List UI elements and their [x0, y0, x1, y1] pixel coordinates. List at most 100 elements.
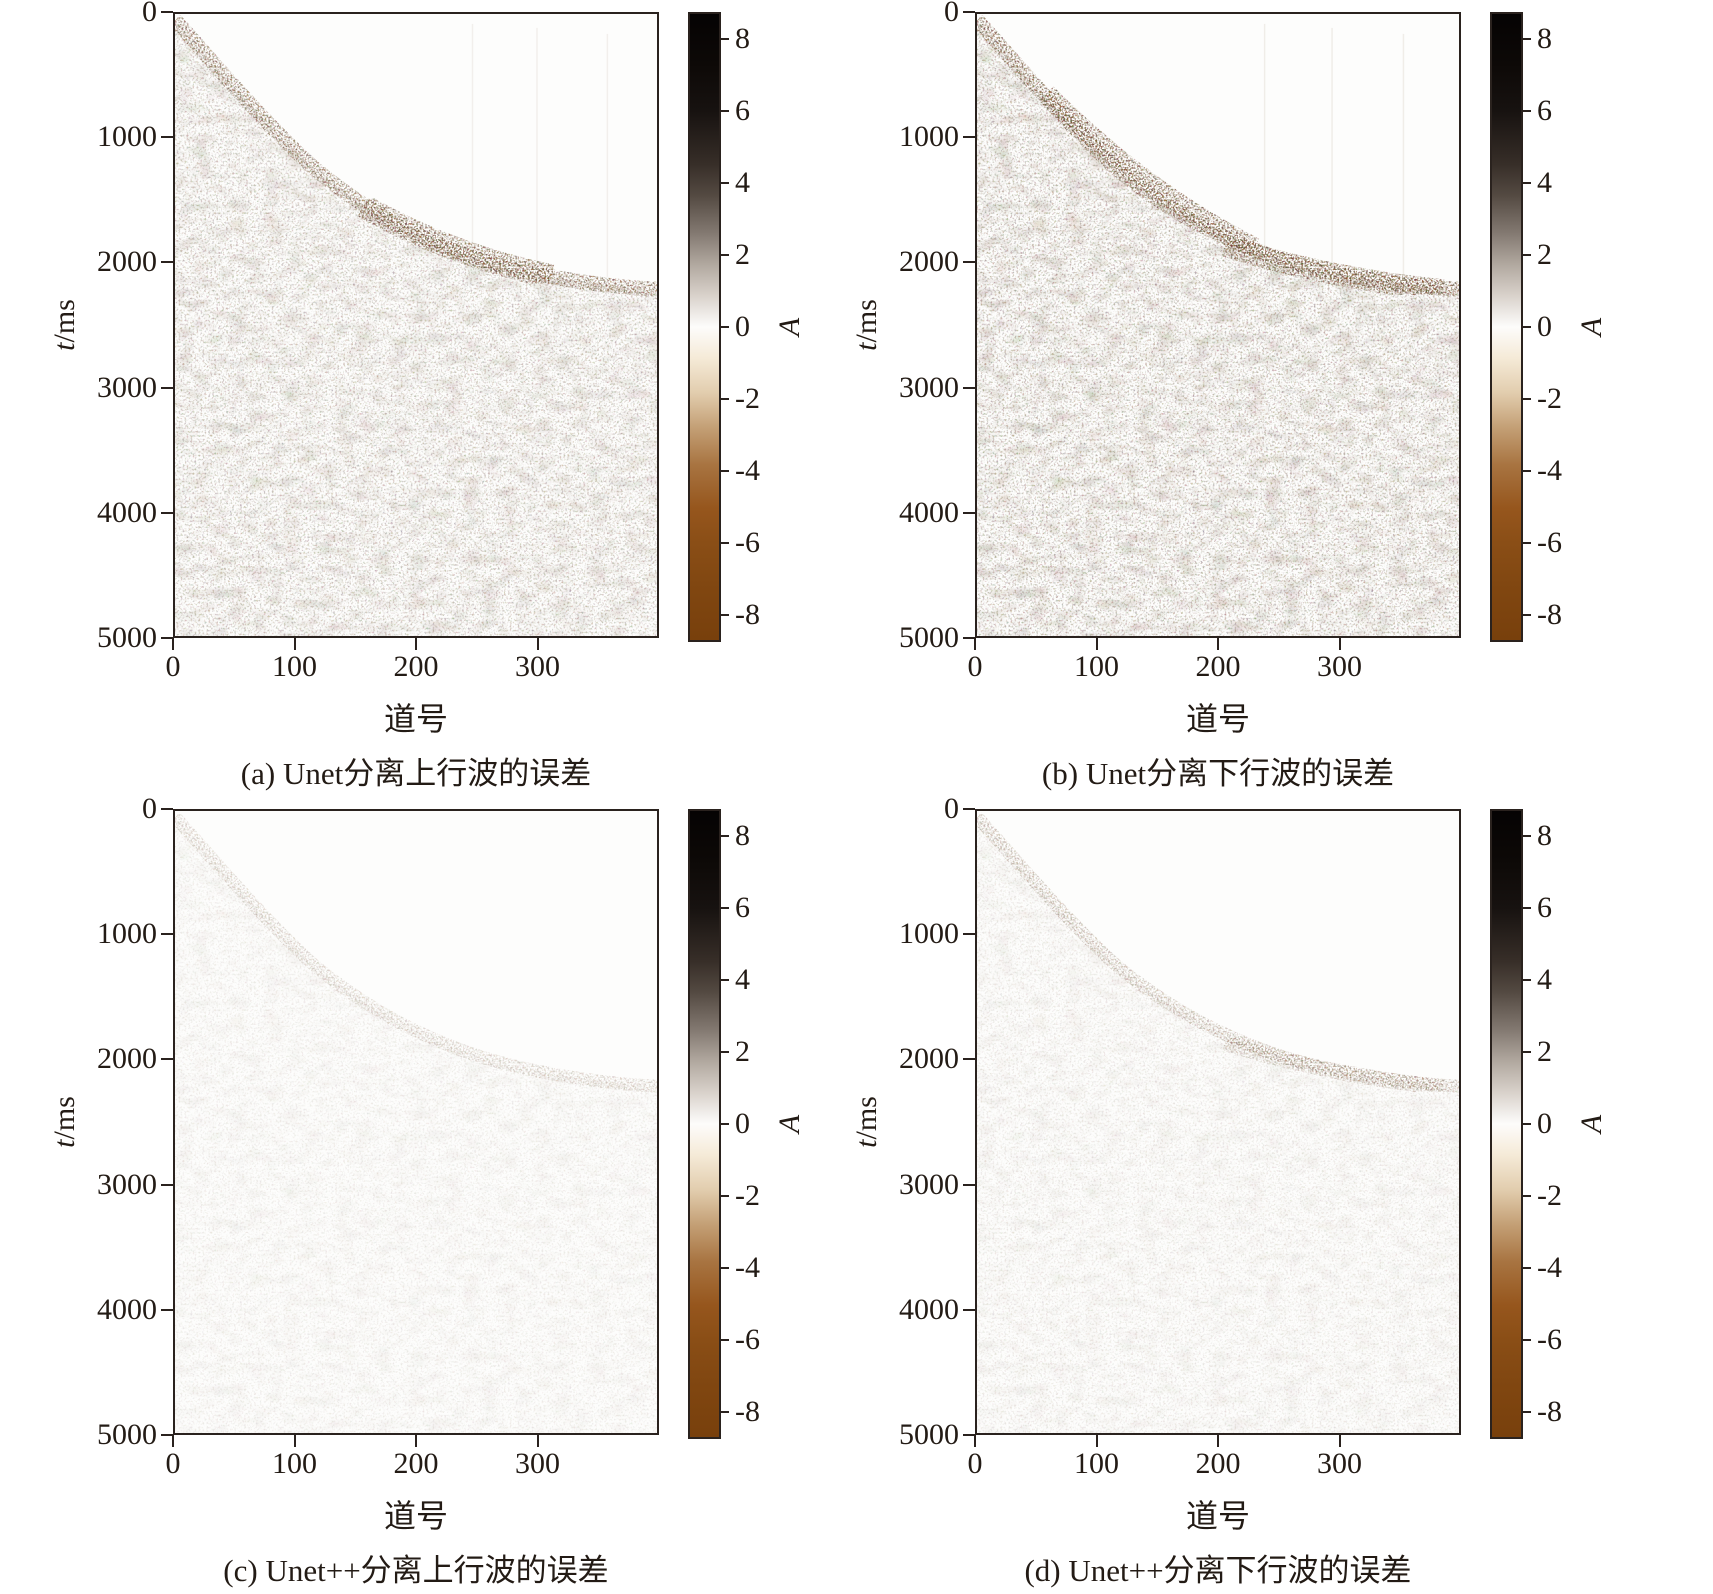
colorbar-tick-label: 2	[1537, 238, 1552, 271]
colorbar-tick-mark	[1521, 326, 1531, 328]
y-tick-label: 1000	[899, 917, 959, 951]
colorbar-tick-mark	[719, 1266, 729, 1269]
colorbar-tick-label: 2	[735, 1035, 750, 1068]
plot-area-d	[975, 809, 1461, 1435]
y-axis-label-unit: /ms	[48, 299, 81, 343]
caption-b: (b) Unet分离下行波的误差	[1041, 756, 1395, 791]
x-tick-label: 100	[272, 1447, 317, 1480]
y-tick-label: 2000	[97, 245, 157, 279]
colorbar-tick-label: 6	[1537, 94, 1552, 128]
y-axis-label-variable: t	[850, 1139, 883, 1148]
colorbar-tick-label: 6	[735, 94, 750, 128]
y-tick-mark	[161, 1308, 173, 1311]
colorbar-tick-label: -6	[735, 1322, 760, 1356]
x-tick-label: 300	[1317, 650, 1362, 683]
colorbar-tick-mark	[719, 835, 729, 838]
x-tick-label: 0	[967, 650, 983, 683]
colorbar-tick-mark	[1521, 397, 1531, 400]
x-axis-label: 道号	[1185, 701, 1251, 737]
x-tick-label: 300	[1317, 1447, 1362, 1480]
y-axis-label-variable: t	[48, 342, 81, 351]
y-tick-mark	[161, 1058, 173, 1061]
x-tick-label: 300	[515, 1447, 560, 1480]
y-axis-label: t/ms	[48, 1082, 82, 1162]
y-tick-label: 2000	[899, 245, 959, 279]
seismic-error-image-d	[977, 811, 1459, 1433]
x-axis-label: 道号	[1185, 1498, 1251, 1534]
y-tick-label: 4000	[97, 1292, 157, 1326]
y-tick-label: 0	[944, 0, 959, 28]
y-tick-label: 3000	[899, 370, 959, 404]
colorbar-tick-label: 6	[735, 891, 750, 925]
colorbar-tick-mark	[719, 1410, 729, 1413]
x-tick-label: 200	[393, 650, 439, 683]
panel-a: t/ms 0 1000 2000 3000 4000 5000	[48, 0, 806, 791]
colorbar-tick-mark	[719, 1123, 729, 1125]
colorbar-tick-label: -6	[1537, 525, 1562, 559]
colorbar-tick-label: 4	[1537, 963, 1552, 997]
colorbar-tick-mark	[719, 254, 729, 256]
colorbar-tick-label: 6	[1537, 891, 1552, 925]
y-tick-label: 0	[142, 0, 157, 28]
colorbar-tick-mark	[719, 110, 729, 113]
y-tick-mark	[161, 261, 173, 264]
y-tick-mark	[161, 136, 173, 139]
colorbar-tick-label: 8	[735, 22, 750, 56]
x-tick-mark	[415, 638, 417, 650]
x-tick-mark	[536, 638, 539, 650]
y-tick-label: 4000	[97, 495, 157, 529]
x-tick-mark	[1217, 638, 1219, 650]
y-axis-label-variable: t	[48, 1139, 81, 1148]
x-tick-mark	[974, 1435, 976, 1447]
colorbar-tick-label: -4	[735, 453, 760, 487]
colorbar-tick-mark	[719, 1051, 729, 1053]
y-tick-mark	[963, 1183, 975, 1186]
colorbar-tick-mark	[719, 541, 729, 544]
x-tick-label: 0	[165, 650, 181, 683]
plot-area-c	[173, 809, 659, 1435]
x-tick-label: 100	[272, 650, 317, 683]
panel-d: t/ms 0 1000 2000 3000 4000 5000	[850, 794, 1608, 1589]
y-tick-mark	[963, 136, 975, 139]
y-tick-label: 1000	[97, 917, 157, 951]
colorbar-tick-mark	[1521, 613, 1531, 616]
y-tick-mark	[963, 1058, 975, 1061]
colorbar-tick-label: 2	[1537, 1035, 1552, 1068]
colorbar-a: 8 6 4 2 0 -2 -4 -6 -8 A	[688, 12, 806, 642]
seismic-error-image-c	[175, 811, 657, 1433]
panel-b: t/ms 0 1000 2000 3000 4000 5000	[850, 0, 1608, 791]
colorbar-tick-label: 0	[1537, 1107, 1552, 1140]
x-tick-mark	[536, 1435, 539, 1447]
y-tick-mark	[161, 511, 173, 514]
plot-area-a	[173, 12, 659, 638]
y-tick-mark	[963, 933, 975, 936]
y-axis-label-unit: /ms	[48, 1096, 81, 1140]
y-tick-label: 0	[944, 792, 959, 825]
colorbar-tick-mark	[1521, 182, 1531, 185]
vertical-artifact-lines	[471, 23, 609, 278]
x-tick-mark	[293, 1435, 296, 1447]
x-tick-label: 300	[515, 650, 560, 683]
y-tick-mark	[963, 808, 975, 810]
colorbar-tick-label: 0	[735, 1107, 750, 1140]
y-tick-mark	[963, 11, 975, 13]
colorbar-tick-mark	[1521, 469, 1531, 472]
y-tick-mark	[161, 11, 173, 13]
colorbar-tick-label: 8	[735, 819, 750, 853]
colorbar-tick-label: 4	[735, 166, 750, 200]
colorbar-tick-label: -2	[735, 381, 760, 415]
colorbar-tick-label: -4	[735, 1250, 760, 1284]
y-tick-label: 5000	[899, 621, 959, 654]
x-tick-label: 0	[165, 1447, 181, 1480]
colorbar-tick-mark	[1521, 1051, 1531, 1053]
colorbar-tick-mark	[1521, 835, 1531, 838]
colorbar-tick-mark	[1521, 1266, 1531, 1269]
x-tick-mark	[1217, 1435, 1219, 1447]
x-tick-mark	[1095, 638, 1098, 650]
colorbar-tick-mark	[1521, 1194, 1531, 1197]
y-tick-mark	[161, 637, 173, 639]
x-tick-mark	[172, 1435, 174, 1447]
colorbar-tick-mark	[1521, 1338, 1531, 1341]
colorbar-tick-label: -2	[735, 1178, 760, 1212]
y-tick-label: 1000	[97, 120, 157, 154]
